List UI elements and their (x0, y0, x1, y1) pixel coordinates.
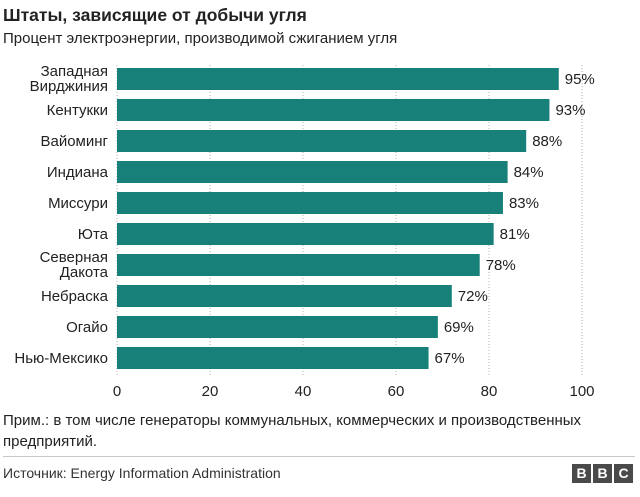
bar (117, 285, 452, 307)
footer-divider (3, 456, 635, 457)
category-label: Северная Дакота (40, 249, 109, 281)
bar (117, 99, 550, 121)
bar-chart: Западная Вирджиния Кентукки Вайоминг Индиана… (14, 63, 595, 400)
value-label: 69% (444, 319, 474, 336)
bars (117, 68, 559, 369)
x-tick-label: 0 (113, 383, 121, 400)
value-label: 67% (435, 350, 465, 367)
bbc-logo-block: C (614, 464, 633, 483)
value-labels: 95% 93% 88% 84% 83% 81% 78% 72% 69% 67% (435, 71, 595, 367)
value-label: 95% (565, 71, 595, 88)
value-label: 84% (514, 164, 544, 181)
bar (117, 192, 503, 214)
x-tick-label: 40 (295, 383, 312, 400)
value-label: 72% (458, 288, 488, 305)
bar (117, 254, 480, 276)
category-label: Огайо (66, 319, 108, 336)
category-label: Нью-Мексико (14, 350, 108, 367)
footnote: Прим.: в том числе генераторы коммунальн… (3, 412, 582, 450)
category-labels: Западная Вирджиния Кентукки Вайоминг Индиана… (14, 63, 108, 367)
value-label: 88% (532, 133, 562, 150)
x-axis-ticks: 0 20 40 60 80 100 (113, 383, 595, 400)
bbc-logo-block: B (593, 464, 612, 483)
chart-subtitle: Процент электроэнергии, производимой сжи… (3, 30, 398, 47)
category-label: Юта (78, 226, 109, 243)
category-label: Небраска (41, 288, 109, 305)
value-label: 81% (500, 226, 530, 243)
x-tick-label: 60 (388, 383, 405, 400)
x-tick-label: 100 (569, 383, 594, 400)
category-label: Миссури (48, 195, 108, 212)
category-label: Вайоминг (40, 133, 108, 150)
category-label: Кентукки (47, 102, 108, 119)
bar (117, 68, 559, 90)
bbc-logo: B B C (572, 464, 633, 483)
category-label: Западная Вирджиния (30, 63, 108, 95)
value-label: 93% (555, 102, 585, 119)
category-label: Индиана (47, 164, 109, 181)
bar (117, 130, 527, 152)
bar (117, 161, 508, 183)
source-credit: Источник: Energy Information Administrat… (3, 465, 281, 481)
value-label: 83% (509, 195, 539, 212)
value-label: 78% (486, 257, 516, 274)
x-tick-label: 80 (481, 383, 498, 400)
bar (117, 316, 438, 338)
bar (117, 347, 429, 369)
bar (117, 223, 494, 245)
chart-title: Штаты, зависящие от добычи угля (3, 5, 307, 25)
x-tick-label: 20 (202, 383, 219, 400)
bbc-logo-block: B (572, 464, 591, 483)
